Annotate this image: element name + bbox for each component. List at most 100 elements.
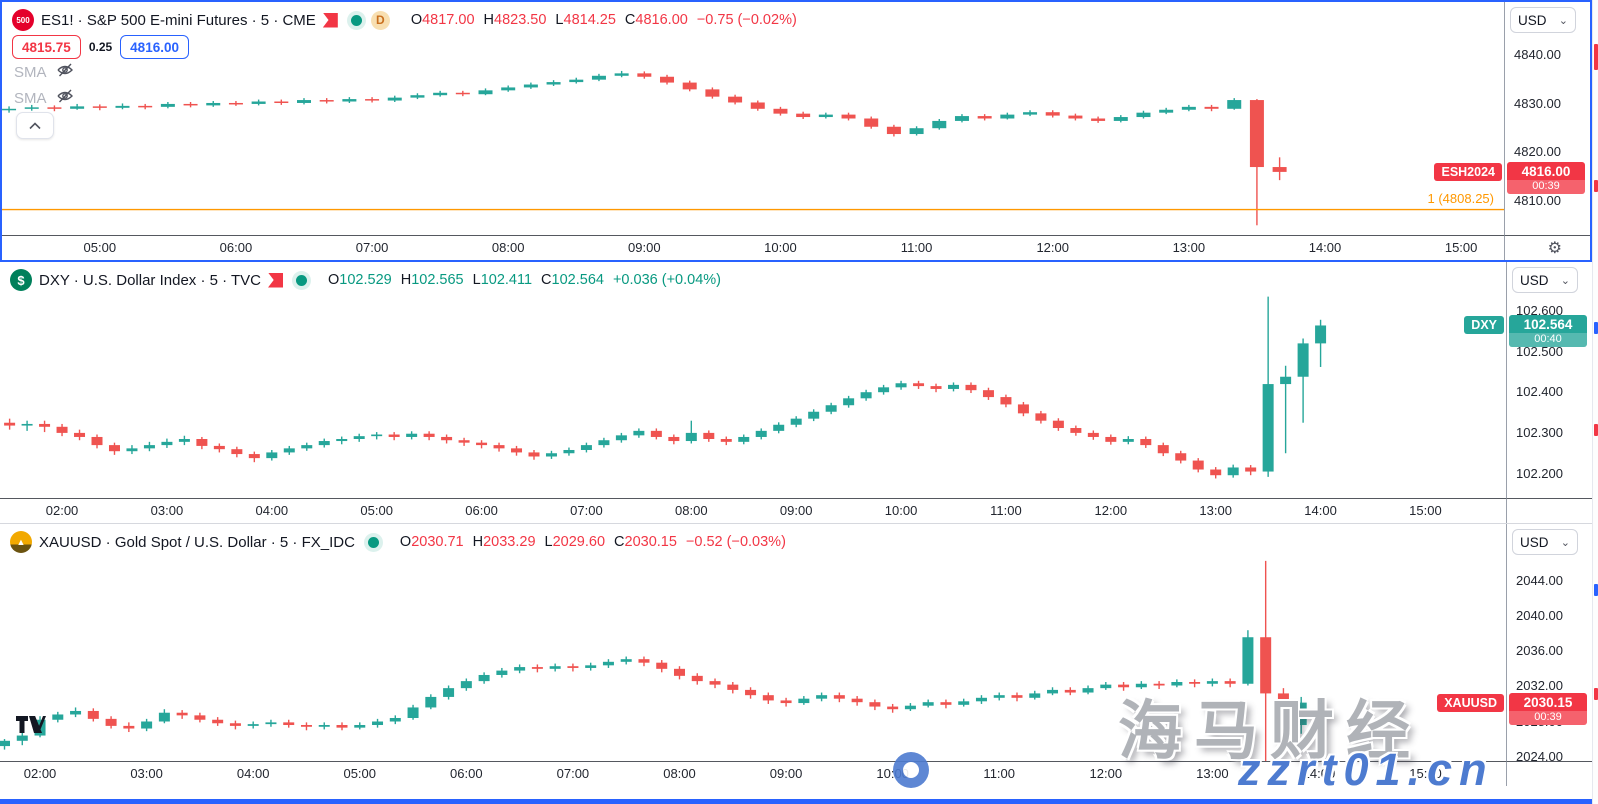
es-plot-area[interactable]: ESH2024 1 (4808.25) — [2, 2, 1504, 235]
time-axis-label: 11:00 — [900, 240, 933, 255]
es-axis-corner[interactable]: ⚙ — [1504, 235, 1590, 260]
open-key: O — [328, 272, 340, 288]
time-axis-label: 13:00 — [1196, 766, 1229, 781]
time-axis-label: 04:00 — [236, 766, 270, 781]
level-line-label: 1 (4808.25) — [1427, 190, 1495, 206]
right-gutter-scrollbar[interactable] — [1592, 0, 1598, 804]
time-axis-label: 03:00 — [130, 766, 163, 781]
gear-icon[interactable]: ⚙ — [1547, 240, 1562, 257]
open-key: O — [399, 534, 412, 550]
low-key: L — [544, 534, 553, 550]
xauusd-time-axis[interactable]: 02:00 03:00 04:00 05:00 06:00 07:00 08:00 09:00… — [0, 761, 1506, 786]
es-time-axis[interactable]: 05:00 06:00 07:00 08:00 09:00 10:00 11:00 12:00… — [2, 235, 1504, 260]
dxy-plot-area[interactable]: DXY — [0, 262, 1506, 498]
time-axis-label: 08:00 — [663, 766, 696, 781]
es-symbol-header[interactable]: 500 ES1! · S&P 500 E-mini Futures · 5 · … — [12, 9, 797, 31]
time-axis-label: 07:00 — [355, 240, 389, 255]
sell-button[interactable]: 4815.75 — [12, 35, 81, 59]
gutter-mark — [1594, 688, 1598, 700]
time-axis-label: 11:00 — [983, 766, 1016, 781]
ohlc-readout: O102.529 H102.565 L102.411 C102.564 +0.0… — [328, 272, 721, 288]
gold-logo-icon: ▲ — [10, 531, 32, 553]
close-value: 2030.15 — [624, 534, 677, 550]
last-price-value: 4816.00 — [1521, 163, 1571, 179]
high-key: H — [483, 12, 494, 28]
spread-value: 0.25 — [88, 40, 113, 54]
time-axis-label: 05:00 — [83, 240, 117, 255]
currency-select[interactable]: USD ⌄ — [1512, 529, 1578, 555]
gutter-mark — [1594, 322, 1598, 334]
price-axis-label: 4840.00 — [1514, 47, 1561, 63]
price-axis-label: 2036.00 — [1516, 643, 1563, 659]
change-value: −0.52 (−0.03%) — [685, 534, 786, 550]
bar-countdown: 00:39 — [1507, 179, 1585, 194]
series-price-label: DXY — [1464, 316, 1504, 335]
indicator-row-sma-1[interactable]: SMA — [14, 62, 74, 82]
dxy-price-axis[interactable]: USD ⌄ 102.600 102.500 102.400 102.300 102.20… — [1506, 262, 1592, 498]
currency-select[interactable]: USD ⌄ — [1512, 267, 1578, 293]
xauusd-price-axis[interactable]: USD ⌄ 2044.002040.002036.002032.002028.0… — [1506, 524, 1592, 764]
chart-panel-dxy[interactable]: DXY $ DXY · U.S. Dollar Index · 5 · TVC … — [0, 262, 1592, 524]
chevron-up-icon — [29, 121, 41, 129]
currency-value: USD — [1520, 272, 1549, 288]
price-axis-label: 4820.00 — [1514, 144, 1561, 160]
xauusd-plot-area[interactable]: XAUUSD — [0, 524, 1506, 761]
time-axis-label: 12:00 — [1036, 240, 1069, 255]
currency-value: USD — [1518, 12, 1547, 28]
time-axis-label: 06:00 — [219, 240, 253, 255]
time-axis-label: 09:00 — [628, 240, 661, 255]
time-axis-label: 15:00 — [1444, 240, 1478, 255]
time-axis-label: 06:00 — [465, 503, 498, 518]
sp500-logo-icon: 500 — [12, 9, 34, 31]
high-key: H — [472, 534, 484, 550]
price-axis-label: 4830.00 — [1514, 95, 1561, 111]
time-axis-label: 05:00 — [343, 766, 377, 781]
candlestick-canvas — [4, 296, 1327, 479]
high-value: 102.565 — [411, 272, 464, 288]
price-axis-label: 102.300 — [1516, 424, 1563, 440]
xauusd-axis-corner[interactable] — [1506, 761, 1592, 786]
ohlc-readout: O2030.71 H2033.29 L2029.60 C2030.15 −0.5… — [400, 534, 786, 550]
eye-off-icon[interactable] — [56, 88, 74, 108]
collapse-legend-button[interactable] — [16, 112, 54, 139]
gutter-mark — [1594, 44, 1598, 70]
gutter-mark — [1594, 424, 1598, 436]
eye-off-icon[interactable] — [56, 62, 74, 82]
chart-panel-es[interactable]: ESH2024 1 (4808.25) 500 ES1! · S&P 500 E… — [0, 0, 1592, 262]
time-axis-label: 13:00 — [1199, 503, 1232, 518]
symbol-title[interactable]: XAUUSD · Gold Spot / U.S. Dollar · 5 · F… — [39, 533, 355, 551]
symbol-title[interactable]: DXY · U.S. Dollar Index · 5 · TVC — [39, 271, 262, 289]
time-axis-label: 14:00 — [1308, 240, 1342, 255]
dxy-time-axis[interactable]: 02:00 03:00 04:00 05:00 06:00 07:00 08:00 09:00… — [0, 498, 1506, 523]
xauusd-symbol-header[interactable]: ▲ XAUUSD · Gold Spot / U.S. Dollar · 5 ·… — [10, 531, 786, 553]
time-axis-label: 08:00 — [491, 240, 525, 255]
currency-select[interactable]: USD ⌄ — [1510, 7, 1576, 33]
dxy-symbol-header[interactable]: $ DXY · U.S. Dollar Index · 5 · TVC O102… — [10, 269, 721, 291]
indicator-row-sma-2[interactable]: SMA — [14, 88, 74, 108]
low-value: 2029.60 — [552, 534, 606, 550]
bar-countdown: 00:39 — [1509, 710, 1587, 725]
time-axis-label: 10:00 — [884, 503, 918, 518]
currency-value: USD — [1520, 534, 1549, 550]
chevron-down-icon: ⌄ — [1558, 14, 1568, 27]
dxy-axis-corner[interactable] — [1506, 498, 1592, 523]
chart-panel-xauusd[interactable]: XAUUSD ▲ XAUUSD · Gold Spot / U.S. Dolla… — [0, 524, 1592, 786]
time-axis-label: 04:00 — [255, 503, 289, 518]
symbol-title[interactable]: ES1! · S&P 500 E-mini Futures · 5 · CME — [41, 11, 316, 29]
flag-icon[interactable] — [322, 12, 338, 28]
price-axis-label: 2040.00 — [1516, 608, 1563, 624]
es-price-axis[interactable]: USD ⌄ 4840.00 4830.00 4820.00 4810.00 4816.… — [1504, 2, 1590, 235]
time-axis-label: 06:00 — [450, 766, 483, 781]
candlestick-canvas — [0, 560, 1307, 761]
bar-countdown: 00:40 — [1509, 333, 1587, 348]
time-axis-label: 03:00 — [150, 503, 184, 518]
time-axis-label: 15:00 — [1409, 766, 1442, 781]
time-axis-label: 10:00 — [764, 240, 797, 255]
high-value: 4823.50 — [494, 12, 547, 28]
bottom-accent-bar — [0, 799, 1598, 804]
buy-button[interactable]: 4816.00 — [120, 35, 189, 59]
open-value: 4817.00 — [422, 12, 475, 28]
time-axis-label: 08:00 — [675, 503, 708, 518]
flag-icon[interactable] — [268, 272, 284, 288]
